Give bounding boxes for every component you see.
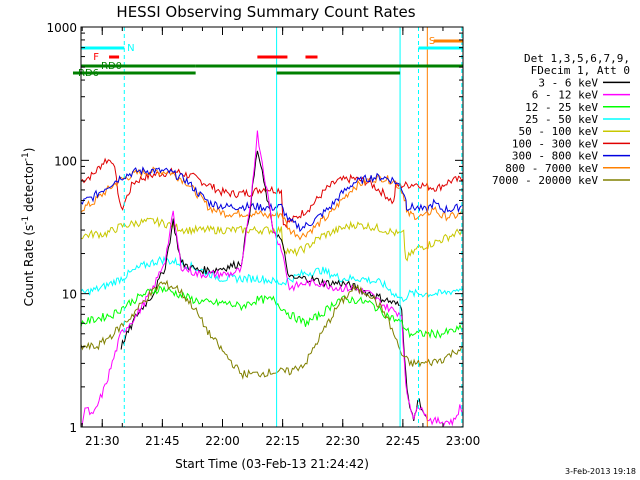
legend-entry-label: 800 - 7000 keV xyxy=(505,162,598,175)
series-line-e100_300 xyxy=(81,157,463,229)
legend: Det 1,3,5,6,7,9,FDecim 1, Att 03 - 6 keV… xyxy=(492,52,630,187)
y-axis-label: Count Rate (s-1 detector-1) xyxy=(21,148,36,307)
x-tick-label: 22:15 xyxy=(265,434,300,448)
legend-entry-label: 25 - 50 keV xyxy=(525,113,598,126)
y-axis: 1 10 100 1000 xyxy=(46,21,463,435)
y-tick-label: 10 xyxy=(62,288,77,302)
marker-lines xyxy=(123,27,463,427)
y-tick-label: 1 xyxy=(69,421,77,435)
flag-label-rd0: RD0 xyxy=(101,61,122,72)
flag-label-rd6: RD6 xyxy=(78,68,99,79)
x-axis-label: Start Time (03-Feb-13 21:24:42) xyxy=(175,457,369,471)
legend-header: Det 1,3,5,6,7,9, xyxy=(524,52,630,65)
legend-entry-label: 3 - 6 keV xyxy=(538,76,598,89)
x-tick-label: 21:30 xyxy=(85,434,120,448)
series-layer xyxy=(81,130,463,427)
legend-entry-label: 50 - 100 keV xyxy=(519,125,599,138)
legend-entry-label: 6 - 12 keV xyxy=(532,89,599,102)
flag-label-f: F xyxy=(93,52,99,63)
series-line-e800_7000 xyxy=(81,166,463,241)
legend-entry-label: 100 - 300 keV xyxy=(512,137,598,150)
timestamp: 3-Feb-2013 19:18 xyxy=(565,467,636,476)
legend-header: FDecim 1, Att 0 xyxy=(531,64,630,77)
series-line-e25_50 xyxy=(81,255,463,303)
series-line-e12_25 xyxy=(81,285,463,339)
legend-entry-label: 7000 - 20000 keV xyxy=(492,174,598,187)
x-tick-label: 22:00 xyxy=(205,434,240,448)
x-axis: 21:30 21:45 22:00 22:15 22:30 22:45 23:00 xyxy=(81,27,481,448)
flag-label-n: N xyxy=(127,43,134,54)
series-line-e7000_20000 xyxy=(81,279,463,380)
chart-title: HESSI Observing Summary Count Rates xyxy=(116,3,415,21)
legend-entry-label: 12 - 25 keV xyxy=(525,101,598,114)
x-tick-label: 22:45 xyxy=(386,434,421,448)
x-tick-label: 21:45 xyxy=(145,434,180,448)
x-tick-label: 23:00 xyxy=(446,434,481,448)
y-tick-label: 1000 xyxy=(46,21,77,35)
svg-text:Count Rate (s-1 detector-1): Count Rate (s-1 detector-1) xyxy=(21,148,36,307)
y-tick-label: 100 xyxy=(54,154,77,168)
flag-label-s: S xyxy=(429,36,435,47)
legend-entry-label: 300 - 800 keV xyxy=(512,150,598,163)
x-tick-label: 22:30 xyxy=(325,434,360,448)
series-line-e6_12 xyxy=(81,130,463,427)
plot-frame xyxy=(80,26,464,428)
